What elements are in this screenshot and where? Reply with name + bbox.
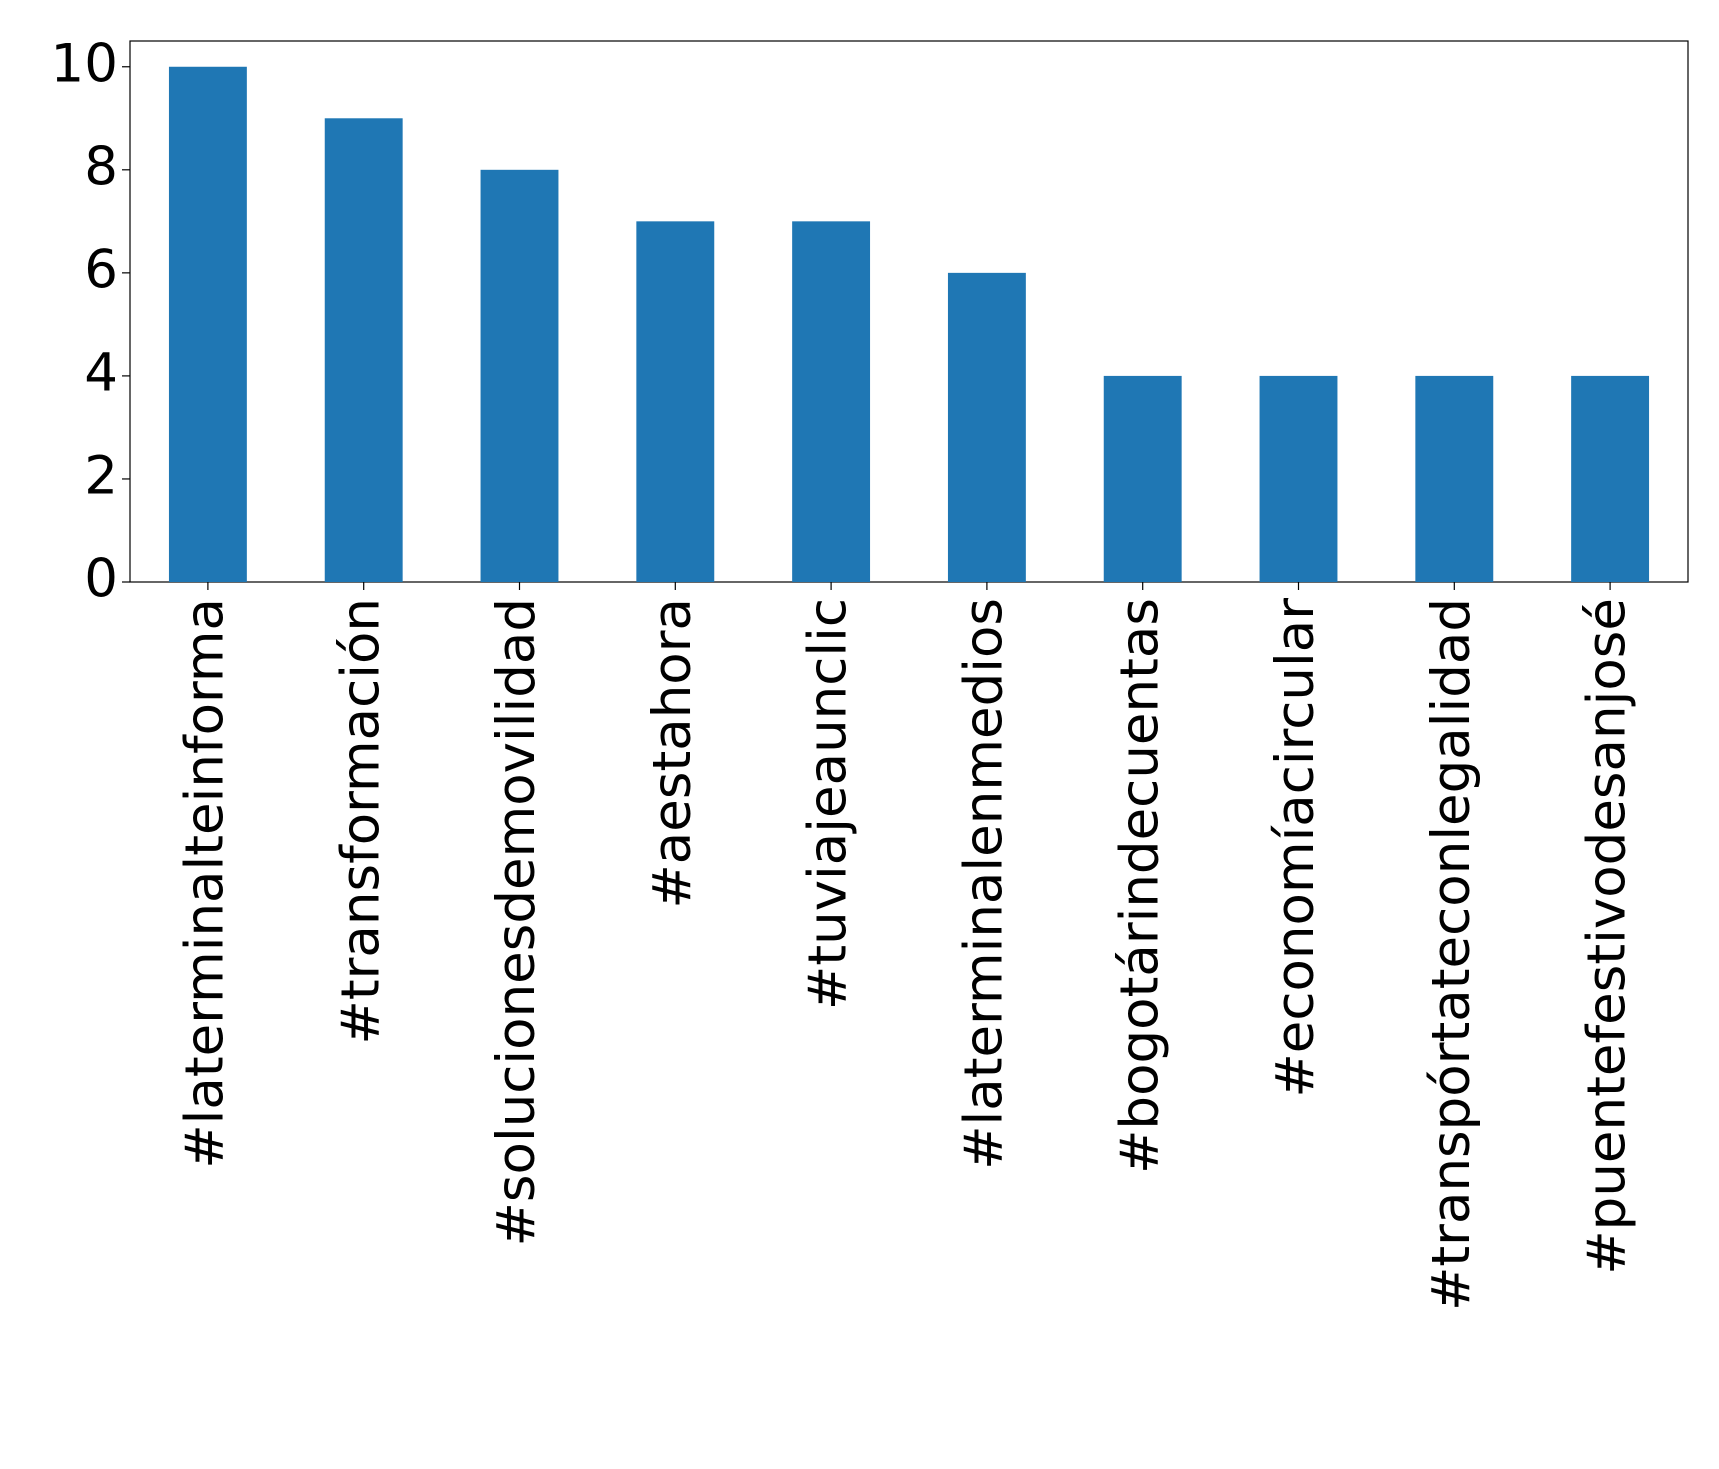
- plot-frame: [129, 40, 1689, 583]
- x-tick-label: #tuviajeaunclic: [798, 598, 859, 1010]
- y-tick-label: 2: [84, 446, 118, 507]
- y-tick-label: 0: [84, 549, 118, 610]
- x-tick-label: #solucionesdemovilidad: [486, 598, 547, 1246]
- bar: [636, 221, 715, 583]
- y-tick-label: 8: [84, 136, 118, 197]
- bar: [1103, 375, 1182, 582]
- bar: [480, 169, 559, 583]
- x-tick-label: #laterminalenmedios: [954, 598, 1015, 1170]
- bar: [168, 66, 247, 582]
- x-tick-label: #transpórtateconlegalidad: [1421, 598, 1482, 1311]
- bar: [1415, 375, 1494, 582]
- x-tick-label: #economíacircular: [1265, 598, 1326, 1098]
- y-tick-label: 10: [51, 33, 118, 94]
- y-tick-label: 6: [84, 239, 118, 300]
- x-tick-label: #puentefestivodesanjosé: [1577, 598, 1638, 1275]
- bar: [792, 221, 871, 583]
- bar: [1259, 375, 1338, 582]
- x-tick-label: #bogotárindecuentas: [1109, 598, 1170, 1174]
- bar: [324, 118, 403, 583]
- x-tick-label: #laterminalteinforma: [175, 598, 236, 1169]
- y-tick-label: 4: [84, 343, 118, 404]
- x-tick-label: #transformación: [330, 598, 391, 1045]
- bar: [947, 272, 1026, 582]
- x-tick-label: #aestahora: [642, 598, 703, 909]
- bar: [1571, 375, 1650, 582]
